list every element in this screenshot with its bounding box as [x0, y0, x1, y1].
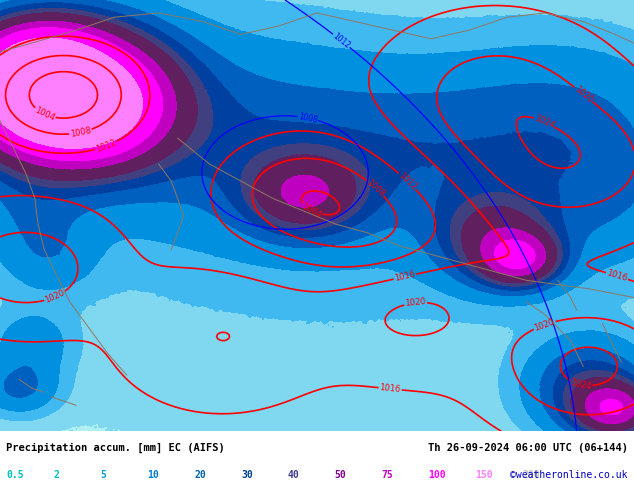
Text: 1016: 1016	[394, 270, 417, 283]
Text: 150: 150	[476, 470, 493, 480]
Text: 1020: 1020	[44, 289, 67, 305]
Text: 0.5: 0.5	[6, 470, 24, 480]
Text: 200: 200	[522, 470, 540, 480]
Text: 1024: 1024	[533, 114, 556, 130]
Text: 1024: 1024	[570, 378, 592, 391]
Text: Precipitation accum. [mm] EC (AIFS): Precipitation accum. [mm] EC (AIFS)	[6, 443, 225, 453]
Text: 30: 30	[241, 470, 253, 480]
Text: ©weatheronline.co.uk: ©weatheronline.co.uk	[510, 470, 628, 480]
Text: 5: 5	[100, 470, 106, 480]
Text: 2: 2	[53, 470, 59, 480]
Text: 100: 100	[429, 470, 446, 480]
Text: 1008: 1008	[69, 126, 92, 139]
Text: 50: 50	[335, 470, 347, 480]
Text: 1008: 1008	[298, 112, 318, 124]
Text: 1016: 1016	[605, 269, 628, 283]
Text: 1012: 1012	[94, 138, 117, 154]
Text: 1004: 1004	[300, 202, 323, 220]
Text: 40: 40	[288, 470, 300, 480]
Text: 1016: 1016	[379, 383, 401, 394]
Text: 1012: 1012	[331, 31, 352, 50]
Text: 1012: 1012	[396, 171, 418, 192]
Text: 20: 20	[194, 470, 206, 480]
Text: 10: 10	[147, 470, 159, 480]
Text: 1008: 1008	[365, 177, 386, 198]
Text: 1004: 1004	[33, 106, 56, 122]
Text: 75: 75	[382, 470, 394, 480]
Text: Th 26-09-2024 06:00 UTC (06+144): Th 26-09-2024 06:00 UTC (06+144)	[428, 443, 628, 453]
Text: 1020: 1020	[533, 317, 556, 333]
Text: 1020: 1020	[573, 84, 595, 104]
Text: 1020: 1020	[404, 297, 427, 308]
